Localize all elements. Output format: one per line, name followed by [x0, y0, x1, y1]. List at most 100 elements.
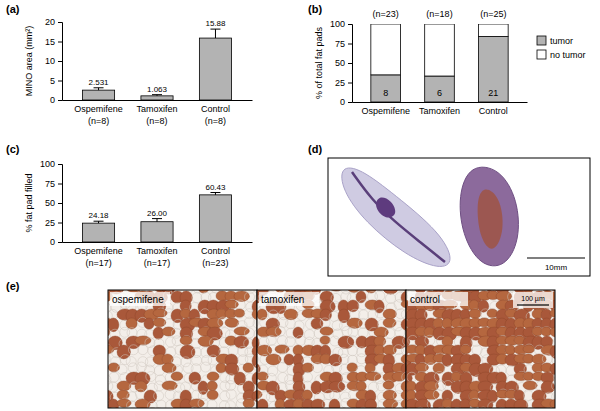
adipocyte	[108, 382, 118, 392]
adipocyte	[220, 328, 230, 338]
marks	[82, 29, 231, 100]
lobule	[302, 363, 313, 372]
adipocyte	[303, 363, 313, 373]
lobule	[284, 309, 298, 320]
lobule	[523, 381, 537, 390]
lobule	[383, 381, 394, 389]
y-tick-label: 0	[340, 97, 345, 107]
adipocyte	[402, 372, 406, 382]
lobule	[401, 300, 406, 308]
adipocyte	[375, 291, 385, 301]
lobule	[180, 336, 192, 345]
x-tick-label: Ospemifene	[74, 104, 123, 114]
lobule	[189, 372, 201, 384]
adipocyte	[302, 372, 312, 382]
lobule	[514, 399, 528, 408]
annotation: (n=23)	[373, 9, 399, 19]
adipocyte	[244, 399, 254, 408]
bar-segment	[479, 36, 509, 102]
adipocyte	[216, 363, 226, 373]
data-labels: 24.1826.0060.43	[89, 183, 226, 221]
annotation: (n=25)	[480, 9, 506, 19]
adipocyte	[266, 335, 276, 345]
data-label: 1.063	[147, 85, 168, 94]
y-tick: 50	[45, 198, 62, 208]
adipocyte	[207, 381, 217, 391]
histology-image	[108, 290, 257, 408]
error-cap	[94, 87, 104, 88]
annotation: (n=23)	[202, 258, 228, 268]
image-frame	[406, 290, 555, 408]
panel-label: (d)	[308, 143, 322, 155]
adipocyte	[356, 354, 366, 364]
y-tick-mark	[58, 81, 62, 82]
lobule	[329, 399, 340, 408]
y-tick-label: 10	[45, 56, 55, 66]
y-axis: 0255075100	[330, 19, 353, 107]
count-label: 21	[488, 88, 498, 98]
adipocyte	[425, 335, 435, 345]
lobule	[243, 399, 254, 408]
lobule	[126, 318, 137, 329]
y-axis-title: MINO area (mm²)	[24, 26, 34, 97]
x-tick-label: Ospemifene	[74, 246, 123, 256]
adipocyte	[461, 344, 471, 354]
data-label: 2.531	[89, 78, 110, 87]
lobule	[117, 399, 131, 407]
error-bar	[94, 221, 104, 223]
y-tick-mark	[58, 184, 62, 185]
adipocyte	[401, 309, 406, 319]
y-tick-label: 75	[335, 39, 345, 49]
lobule	[180, 345, 195, 359]
lobule	[234, 372, 246, 385]
image-label: control	[410, 294, 440, 305]
x-tick-label: Control	[201, 246, 230, 256]
y-tick-mark	[58, 223, 62, 224]
adipocyte	[220, 391, 230, 401]
lobule	[162, 363, 176, 373]
x-axis: OspemifeneTamoxifenControl	[353, 102, 528, 116]
lobule	[469, 309, 481, 318]
fat-pad-left	[342, 168, 450, 266]
y-tick: 0	[50, 95, 62, 105]
adipocyte	[320, 335, 330, 345]
panel-label: (e)	[6, 280, 20, 292]
lobule	[401, 399, 406, 408]
adipocyte	[220, 381, 230, 391]
data-label: 26.00	[147, 209, 168, 218]
adipocyte	[275, 400, 285, 408]
adipocyte	[181, 357, 191, 367]
adipocyte	[146, 372, 156, 382]
y-axis-line	[58, 23, 63, 101]
adipocyte	[302, 390, 312, 400]
marks	[371, 24, 508, 102]
adipocyte	[285, 337, 295, 347]
lobule	[442, 354, 452, 366]
adipocyte	[347, 336, 357, 346]
y-axis-line	[58, 165, 63, 243]
lobule	[198, 336, 213, 346]
lobule	[234, 309, 245, 317]
y-tick-mark	[58, 100, 62, 101]
adipocyte	[138, 345, 148, 355]
lobule	[207, 318, 223, 328]
adipocyte	[505, 345, 515, 355]
adipocyte	[225, 401, 235, 408]
label-backdrop	[408, 292, 468, 306]
lobule	[117, 381, 131, 391]
lobule	[266, 327, 281, 337]
adipocyte	[312, 363, 322, 373]
lobule	[302, 390, 312, 400]
y-tick: 0	[50, 237, 62, 247]
y-tick: 25	[45, 218, 62, 228]
bar	[199, 195, 231, 242]
y-axis: 05101520	[45, 17, 63, 105]
tissue-background	[257, 290, 406, 408]
adipocyte	[385, 328, 395, 338]
adipocyte	[126, 357, 136, 367]
label-backdrop	[110, 292, 170, 306]
y-tick: 15	[45, 37, 62, 47]
adipocyte	[332, 363, 342, 373]
lobule	[135, 381, 147, 392]
adipocyte	[201, 362, 211, 372]
